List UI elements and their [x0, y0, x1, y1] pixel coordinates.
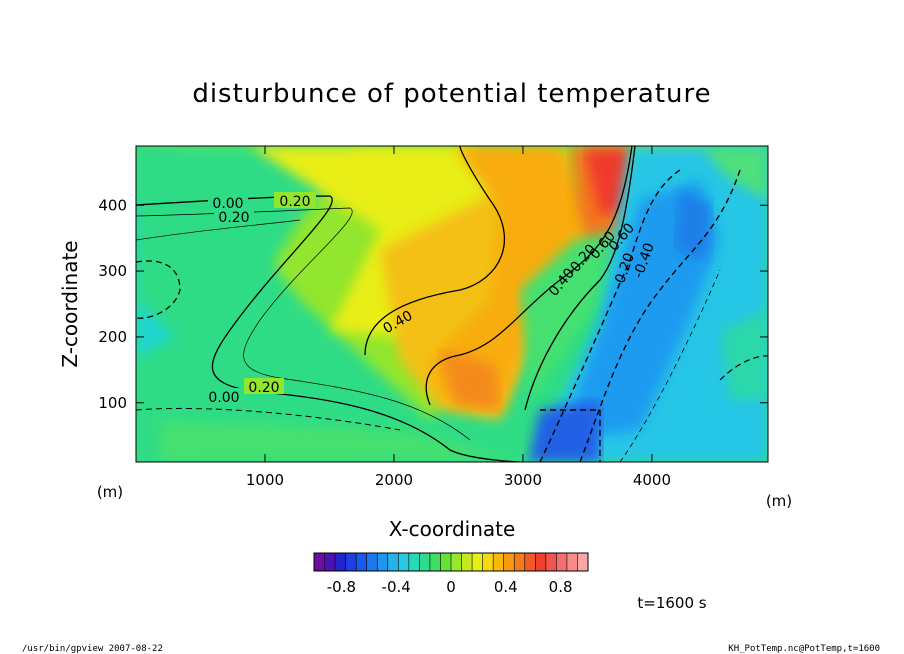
colorbar-bin — [566, 553, 578, 571]
colorbar-bin — [429, 553, 441, 571]
colorbar-bin — [398, 553, 410, 571]
y-tick-label: 300 — [98, 262, 127, 280]
colorbar-tick-label: 0 — [446, 578, 456, 596]
x-unit-label: (m) — [766, 492, 792, 510]
colorbar-bin — [472, 553, 483, 571]
x-axis-title: X-coordinate — [389, 517, 516, 541]
x-tick-label: 1000 — [246, 471, 284, 489]
footer-right: KH_PotTemp.nc@PotTemp,t=1600 — [728, 644, 880, 654]
colorbar-bin — [387, 553, 399, 571]
colorbar-bin — [461, 553, 473, 571]
contour-label: 0.00 — [208, 390, 239, 406]
colorbar-bin — [535, 553, 547, 571]
chart-title: disturbunce of potential temperature — [192, 79, 711, 109]
colorbar-bin — [419, 553, 431, 571]
colorbar-bin — [440, 553, 452, 571]
colorbar-bin — [503, 553, 515, 571]
colorbar-bin — [482, 553, 494, 571]
colorbar-bin — [451, 553, 462, 571]
colorbar-bin — [556, 553, 568, 571]
time-label: t=1600 s — [637, 594, 706, 612]
colorbar-bin — [356, 553, 367, 571]
y-unit-label: (m) — [97, 483, 123, 501]
plot-frame — [135, 145, 769, 463]
x-tick-label: 3000 — [504, 471, 542, 489]
colorbar-bin — [335, 553, 346, 571]
contour-label: 0.20 — [248, 380, 279, 396]
x-tick-label: 2000 — [375, 471, 413, 489]
colorbar-bin — [345, 553, 357, 571]
colorbar-tick-label: 0.4 — [494, 578, 518, 596]
colorbar-bin — [577, 553, 589, 571]
plot-area: 0.00 0.20 0.20 0.40 0.00 0.20 -0.20 0.40… — [136, 146, 768, 462]
footer-left: /usr/bin/gpview 2007-08-22 — [22, 644, 163, 654]
contour-label: 0.20 — [218, 210, 249, 226]
colorbar-frame — [313, 552, 589, 572]
y-axis-title: Z-coordinate — [58, 240, 82, 367]
colorbar-tick-label: -0.8 — [327, 578, 356, 596]
colorbar-bin — [408, 553, 420, 571]
heatmap-field — [136, 146, 768, 462]
contour-label: 0.20 — [279, 194, 310, 210]
colorbar — [313, 552, 589, 572]
colorbar-bin — [324, 553, 336, 571]
x-axis-ticks: 1000 2000 3000 4000 — [246, 146, 671, 489]
x-tick-label: 4000 — [633, 471, 671, 489]
y-tick-label: 100 — [98, 394, 127, 412]
colorbar-bin — [493, 553, 504, 571]
colorbar-ticks: -0.8 -0.4 0 0.4 0.8 — [327, 578, 573, 596]
y-axis-ticks: 100 200 300 400 — [98, 196, 768, 412]
colorbar-bin — [366, 553, 378, 571]
colorbar-tick-label: -0.4 — [382, 578, 411, 596]
colorbar-bin — [314, 553, 325, 571]
colorbar-bin — [524, 553, 536, 571]
y-tick-label: 400 — [98, 196, 127, 214]
colorbar-tick-label: 0.8 — [549, 578, 573, 596]
colorbar-bin — [545, 553, 557, 571]
y-tick-label: 200 — [98, 328, 127, 346]
colorbar-bin — [377, 553, 389, 571]
colorbar-bin — [514, 553, 526, 571]
